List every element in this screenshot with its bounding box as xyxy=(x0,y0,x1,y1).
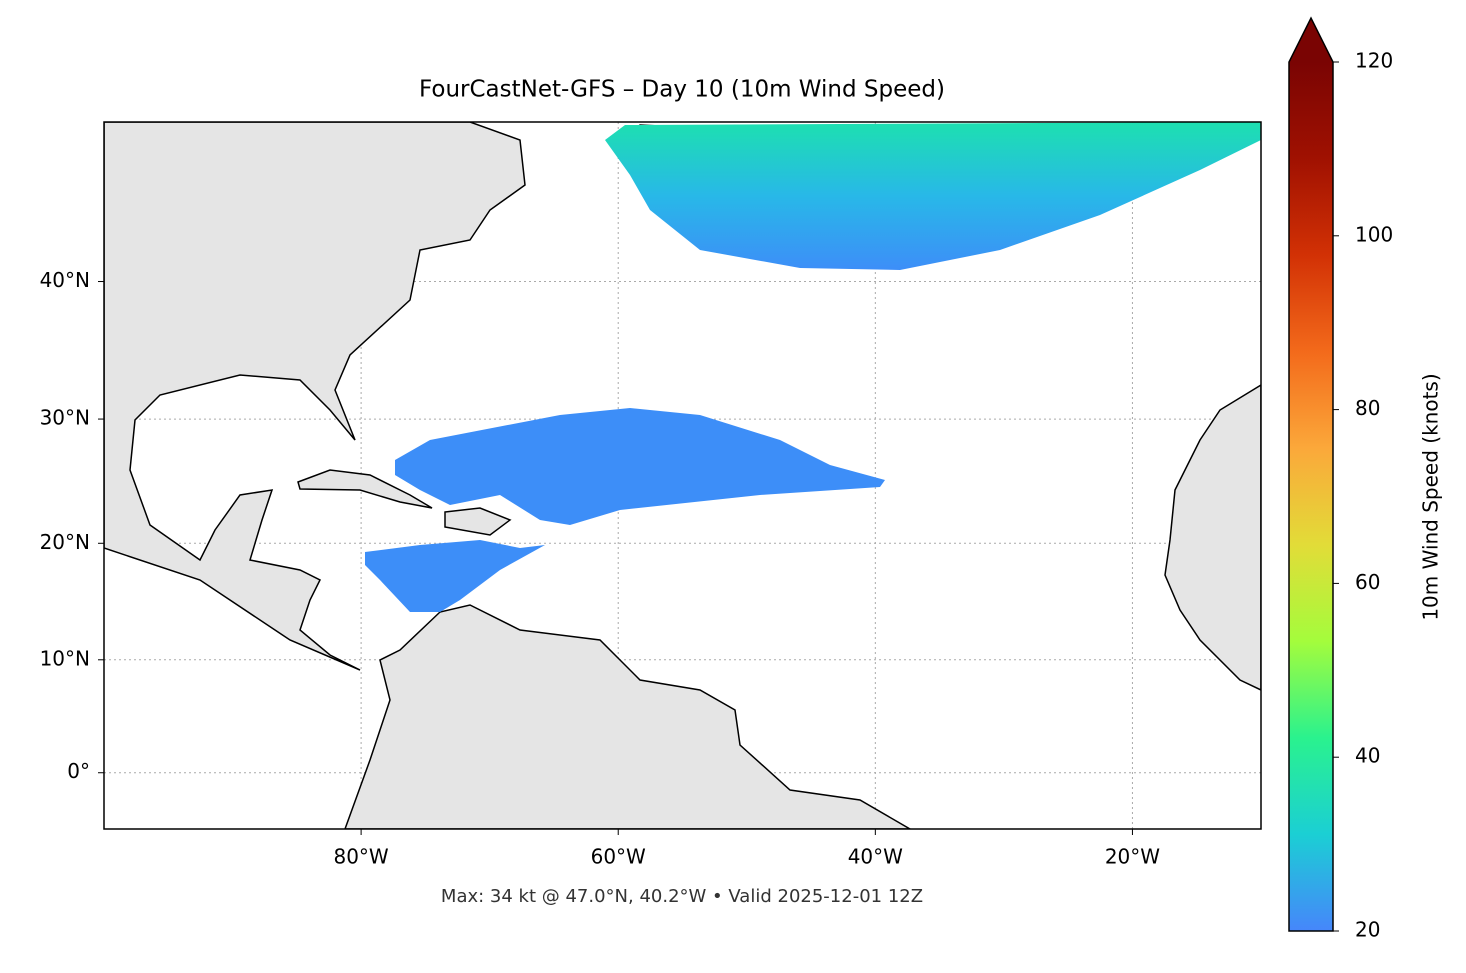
y-tick-label: 40°N xyxy=(40,268,90,292)
africa xyxy=(1164,384,1261,691)
wind-field xyxy=(365,540,545,612)
colorbar-tick-label: 100 xyxy=(1355,222,1393,246)
north-america xyxy=(104,122,526,671)
chart-title: FourCastNet-GFS – Day 10 (10m Wind Speed… xyxy=(419,77,945,103)
colorbar xyxy=(1289,62,1333,931)
hispaniola xyxy=(444,507,512,536)
cuba xyxy=(297,469,433,509)
plot-frame xyxy=(103,121,1262,830)
y-tick-label: 10°N xyxy=(40,646,90,670)
wind-field xyxy=(605,122,1261,270)
x-tick-label: 80°W xyxy=(333,845,388,869)
y-tick-label: 0° xyxy=(67,759,90,783)
y-tick-label: 20°N xyxy=(40,530,90,554)
colorbar-tick-label: 20 xyxy=(1355,918,1380,942)
footer: Max: 34 kt @ 47.0°N, 40.2°W • Valid 2025… xyxy=(441,886,923,907)
colorbar-extend xyxy=(1289,18,1333,62)
south-america xyxy=(344,604,912,829)
colorbar-frame xyxy=(1288,16,1334,932)
x-tick-label: 20°W xyxy=(1105,845,1160,869)
x-tick-label: 60°W xyxy=(591,845,646,869)
map-area xyxy=(104,122,1261,829)
wind-field xyxy=(395,408,885,525)
colorbar-tick-label: 120 xyxy=(1355,49,1393,73)
colorbar-tick-label: 40 xyxy=(1355,744,1380,768)
y-tick-label: 30°N xyxy=(40,406,90,430)
colorbar-tick-label: 80 xyxy=(1355,396,1380,420)
colorbar-label: 10m Wind Speed (knots) xyxy=(1419,373,1443,620)
x-tick-label: 40°W xyxy=(848,845,903,869)
colorbar-tick-label: 60 xyxy=(1355,570,1380,594)
